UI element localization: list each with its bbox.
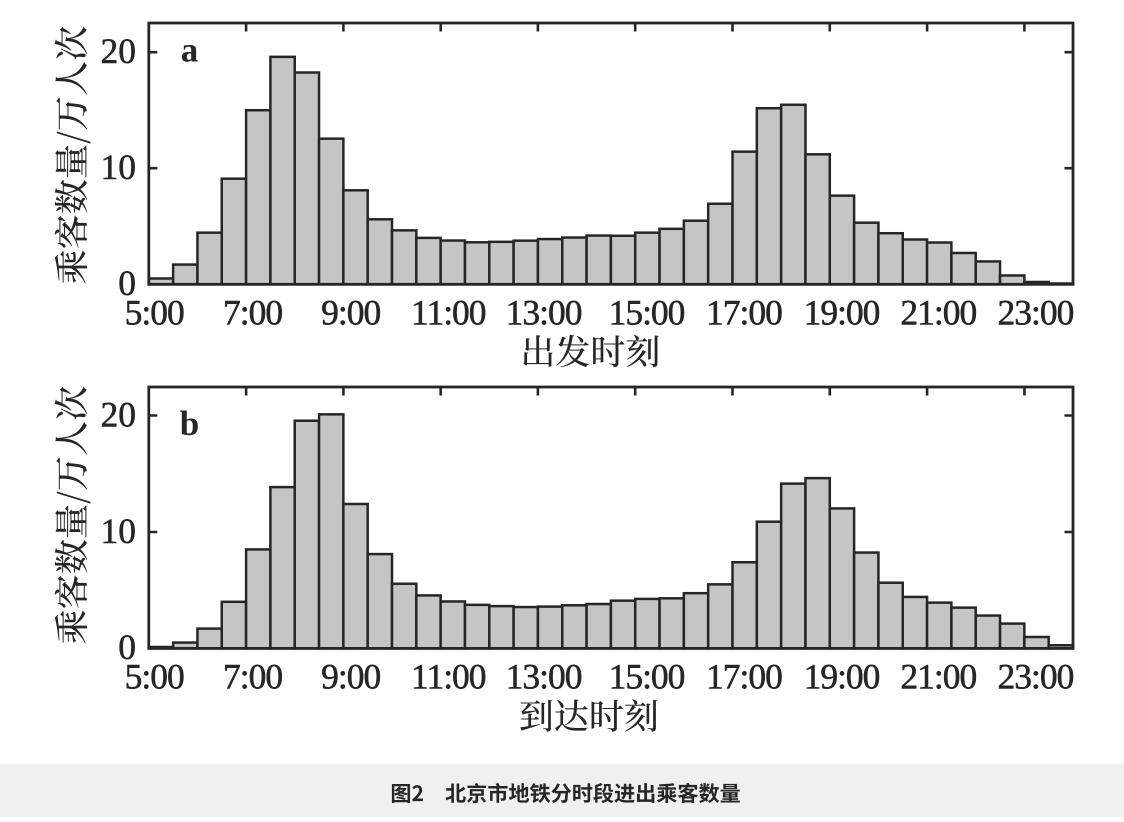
svg-text:10: 10 [101, 511, 137, 551]
svg-text:a: a [181, 31, 199, 70]
svg-text:0: 0 [118, 627, 136, 667]
svg-text:b: b [180, 404, 199, 443]
svg-text:23:00: 23:00 [997, 292, 1073, 332]
svg-text:9:00: 9:00 [321, 656, 380, 696]
svg-text:7:00: 7:00 [223, 656, 282, 696]
svg-text:11:00: 11:00 [411, 292, 486, 332]
svg-text:11:00: 11:00 [411, 656, 486, 696]
svg-text:9:00: 9:00 [321, 292, 380, 332]
svg-text:7:00: 7:00 [223, 292, 282, 332]
svg-text:19:00: 19:00 [804, 292, 880, 332]
svg-text:21:00: 21:00 [900, 656, 976, 696]
svg-text:13:00: 13:00 [506, 656, 582, 696]
svg-text:13:00: 13:00 [506, 292, 582, 332]
svg-text:5:00: 5:00 [125, 656, 184, 696]
svg-text:20: 20 [101, 31, 137, 71]
svg-text:10: 10 [101, 147, 137, 187]
svg-text:23:00: 23:00 [997, 656, 1073, 696]
svg-text:0: 0 [118, 263, 136, 303]
svg-text:20: 20 [101, 394, 137, 434]
svg-text:17:00: 17:00 [706, 292, 782, 332]
svg-text:21:00: 21:00 [900, 292, 976, 332]
svg-text:15:00: 15:00 [609, 292, 685, 332]
svg-text:5:00: 5:00 [125, 292, 184, 332]
svg-text:17:00: 17:00 [706, 656, 782, 696]
svg-text:15:00: 15:00 [609, 656, 685, 696]
svg-text:19:00: 19:00 [804, 656, 880, 696]
